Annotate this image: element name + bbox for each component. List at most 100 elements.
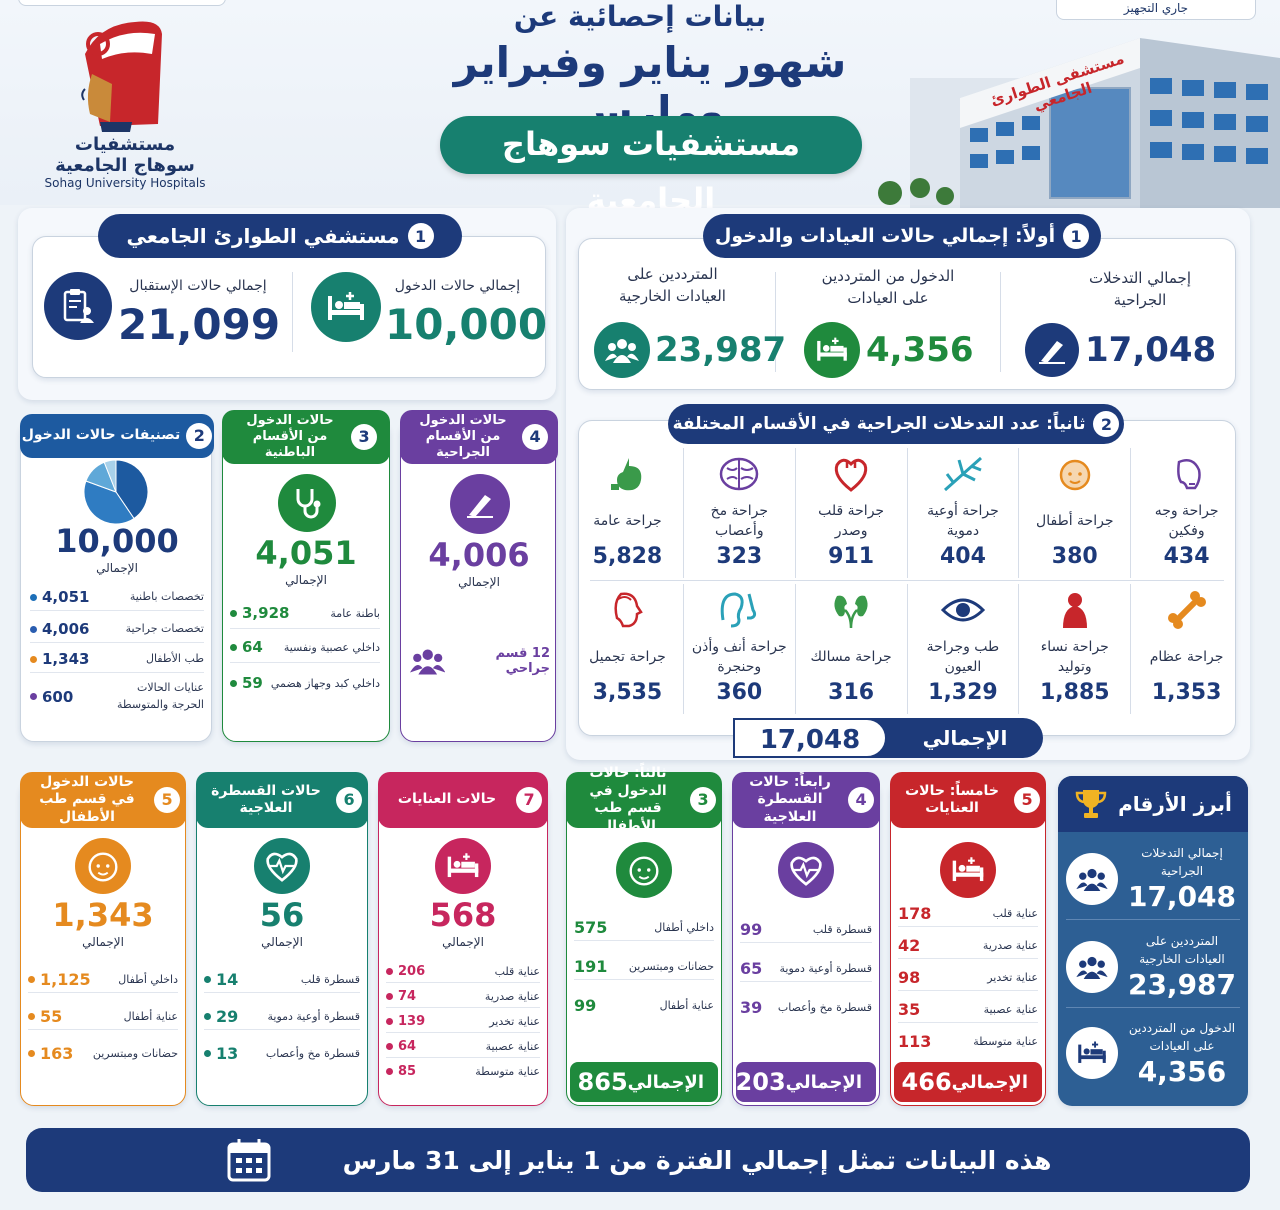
peds-row-value: 575	[574, 918, 607, 937]
peds-row: حضانات ومبتسرين 191	[574, 957, 714, 980]
legend-dot	[30, 593, 37, 601]
surgery-item-value: 911	[828, 544, 875, 569]
value-text: 3,928	[242, 604, 290, 622]
peds2-row-label: عناية أطفال	[123, 1010, 178, 1023]
peds2-total-label: الإجمالي	[82, 935, 124, 949]
icu2-header: 7 حالات العنايات	[378, 772, 548, 828]
cath-row-label: قسطرة أوعية دموية	[779, 962, 872, 975]
status-tag: جاري التجهيز	[1056, 0, 1256, 20]
cath-total-label: الإجمالي	[785, 1071, 862, 1093]
cath-row-value: 39	[740, 998, 762, 1017]
surgery-item-label: جراحة مخ وأعصاب	[710, 502, 768, 539]
icu2-total-label: الإجمالي	[442, 935, 484, 949]
legend-dot	[386, 968, 393, 975]
kidney-icon	[829, 586, 873, 634]
surgery-item-value: 1,885	[1039, 680, 1110, 705]
surgical-note: 12 قسم جراحي	[410, 646, 550, 676]
legend-dot	[230, 679, 237, 687]
classification-row-label: تخصصات باطنية	[129, 589, 204, 603]
peds2-title: حالات الدخول في قسم طب الأطفال	[39, 773, 135, 825]
legend-dot	[30, 693, 37, 700]
icu-row-value: 98	[898, 968, 920, 987]
surgery-item-label: جراحة أنف وأذن وحنجرة	[691, 638, 787, 675]
internal-total: 4,051	[255, 534, 357, 572]
cath2-row-value: 29	[204, 1007, 238, 1026]
value-text: 39	[740, 998, 763, 1017]
icu2-row-value: 139	[386, 1014, 425, 1029]
legend-dot	[204, 1013, 211, 1020]
calendar-icon	[227, 1139, 271, 1182]
reception-label: إجمالي حالات الإستقبال	[129, 278, 267, 294]
classification-row-label: طب الأطفال	[145, 651, 204, 665]
internal-row-label: باطنة عامة	[330, 606, 380, 620]
peds-title: ثالثاً: حالات الدخول في قسم طب الأطفال	[589, 765, 667, 834]
classification-row-label: تخصصات جراحية	[125, 621, 204, 635]
icu2-row: عناية تخدير 139	[386, 1014, 540, 1033]
clinics-title: أولاً: إجمالي حالات العيادات والدخول	[714, 225, 1056, 247]
cath2-row-value: 13	[204, 1044, 238, 1063]
icu2-row-value: 74	[386, 989, 416, 1004]
cath2-row: قسطرة قلب 14	[204, 970, 360, 993]
legend-dot	[204, 1050, 211, 1057]
peds-row-label: حضانات ومبتسرين	[628, 960, 714, 973]
bed-icon	[435, 838, 491, 894]
cath-title: رابعاً: حالات القسطرة العلاجية	[749, 773, 831, 825]
surgery-item-value: 316	[828, 680, 875, 705]
pie-slice	[83, 480, 135, 525]
surgery-total-value: 17,048	[733, 718, 887, 758]
peds2-row-value: 1,125	[28, 970, 91, 989]
emergency-header: 1 مستشفي الطوارئ الجامعي	[98, 214, 462, 258]
legend-dot	[28, 1013, 35, 1020]
left-corner-tag	[18, 0, 226, 6]
legend-dot	[386, 1068, 393, 1075]
internal-row-label: داخلي كبد وجهاز هضمي	[270, 676, 380, 690]
legend-dot	[386, 1043, 393, 1050]
pie-slice	[103, 459, 117, 493]
legend-dot	[30, 625, 37, 633]
peds2-row: حضانات ومبتسرين 163	[28, 1044, 178, 1066]
icu-total-label: الإجمالي	[951, 1071, 1028, 1093]
cath-row: قسطرة أوعية دموية 65	[740, 959, 872, 982]
surgery-title: ثانياً: عدد التدخلات الجراحية في الأقسام…	[672, 414, 1086, 434]
top-number-label: المترددين على العيادات الخارجية	[1139, 934, 1225, 966]
top-number-label: الدخول من المترددين على العيادات	[1128, 1020, 1236, 1053]
surgery-item-label: جراحة عظام	[1149, 648, 1224, 665]
cath2-row: قسطرة مخ وأعصاب 13	[204, 1044, 360, 1066]
clinic-outpatients-value: 23,987	[655, 330, 787, 370]
icu-row-label: عناية عصبية	[983, 1003, 1038, 1016]
cath2-row-label: قسطرة قلب	[300, 973, 360, 986]
peds-header: 3 ثالثاً: حالات الدخول في قسم طب الأطفال	[566, 765, 722, 834]
people-icon	[1066, 852, 1118, 905]
peds2-row-value: 55	[28, 1007, 62, 1026]
clinic-outpatients-label: المترددين على العيادات الخارجية	[619, 265, 726, 305]
surgery-item-value: 1,353	[1151, 680, 1222, 705]
icu-number: 5	[1014, 787, 1040, 813]
icu-total-bar: الإجمالي 466	[894, 1062, 1042, 1102]
bone-icon	[1165, 586, 1209, 634]
woman-icon	[1055, 586, 1095, 634]
peds-row-value: 99	[574, 996, 596, 1015]
surgery-item-value: 323	[716, 544, 763, 569]
surgery-item-label: طب وجراحة العيون	[926, 638, 1000, 675]
classification-pie	[82, 458, 150, 526]
legend-dot	[30, 655, 37, 663]
value-text: 4,006	[42, 620, 90, 638]
surgery-item-value: 380	[1051, 544, 1098, 569]
surgery-item: جراحة تجميل 3,535	[572, 584, 683, 714]
cath-card	[732, 780, 880, 1106]
emergency-divider	[292, 272, 293, 352]
legend-dot	[230, 643, 237, 651]
cath2-row-label: قسطرة مخ وأعصاب	[265, 1047, 360, 1060]
icu-row: عناية عصبية 35	[898, 1000, 1038, 1023]
value-text: 4,051	[42, 588, 90, 606]
logo: مستشفيات سوهاج الجامعية Sohag University…	[40, 14, 210, 204]
surgical-total-label: الإجمالي	[458, 575, 500, 589]
icu-row: عناية قلب 178	[898, 904, 1038, 927]
internal-title: حالات الدخول من الأقسام الباطنية	[246, 412, 334, 461]
cath2-header: 6 حالات القسطرة العلاجية	[196, 772, 368, 828]
surgical-number: 4	[522, 424, 548, 450]
value-text: 85	[398, 1064, 417, 1079]
value-text: 14	[216, 970, 239, 989]
cath-total-bar: الإجمالي 203	[736, 1062, 876, 1102]
cath-row: قسطرة مخ وأعصاب 39	[740, 998, 872, 1020]
